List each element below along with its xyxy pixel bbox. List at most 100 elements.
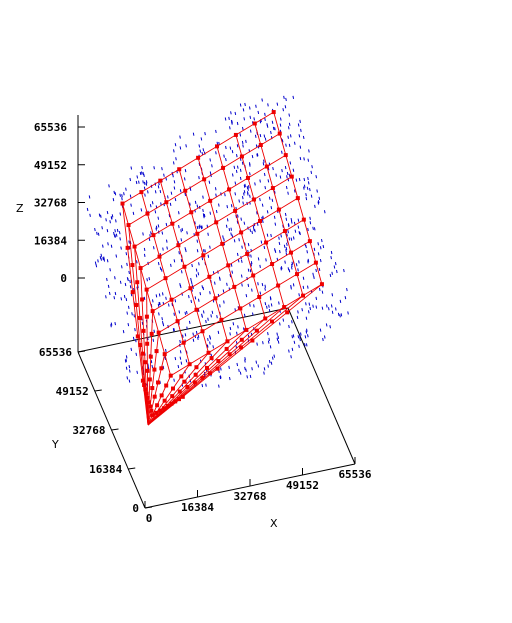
mesh-marker bbox=[157, 254, 162, 259]
sample-point bbox=[151, 364, 154, 369]
sample-point bbox=[108, 184, 110, 188]
sample-point bbox=[306, 328, 308, 332]
sample-point bbox=[263, 134, 266, 138]
sample-point bbox=[216, 141, 219, 145]
sample-point bbox=[303, 157, 305, 161]
mesh-marker bbox=[227, 187, 232, 192]
sample-point bbox=[287, 230, 289, 234]
sample-point bbox=[297, 310, 299, 314]
sample-point bbox=[173, 378, 175, 382]
sample-point bbox=[195, 268, 198, 272]
sample-point bbox=[254, 229, 256, 233]
sample-point bbox=[300, 128, 302, 132]
sample-point bbox=[143, 253, 146, 257]
mesh-marker bbox=[143, 360, 148, 365]
sample-point bbox=[215, 151, 217, 155]
sample-point bbox=[209, 158, 211, 162]
sample-point bbox=[128, 240, 130, 244]
mesh-marker bbox=[150, 413, 155, 418]
sample-point bbox=[286, 171, 289, 176]
sample-point bbox=[254, 182, 256, 186]
sample-point bbox=[161, 292, 164, 296]
sample-point bbox=[229, 146, 232, 150]
mesh-marker bbox=[187, 362, 192, 367]
sample-point bbox=[231, 270, 234, 274]
sample-point bbox=[114, 234, 117, 238]
sample-point bbox=[296, 315, 299, 320]
sample-point bbox=[170, 191, 173, 195]
sample-point bbox=[274, 222, 277, 226]
sample-point bbox=[283, 95, 285, 99]
sample-point bbox=[307, 260, 309, 264]
sample-point bbox=[159, 266, 162, 270]
sample-point bbox=[236, 121, 239, 126]
sample-point bbox=[270, 233, 272, 238]
mesh-marker bbox=[145, 211, 150, 216]
sample-point bbox=[261, 203, 264, 207]
sample-point bbox=[174, 197, 177, 202]
sample-point bbox=[307, 285, 309, 289]
sample-point bbox=[126, 376, 129, 380]
sample-point bbox=[115, 219, 117, 223]
sample-point bbox=[139, 171, 142, 176]
sample-point bbox=[303, 186, 305, 190]
sample-point bbox=[94, 261, 97, 265]
mesh-marker bbox=[227, 352, 232, 357]
sample-point bbox=[273, 190, 276, 194]
mesh-marker bbox=[177, 397, 182, 402]
sample-point bbox=[247, 187, 249, 191]
sample-point bbox=[287, 135, 289, 139]
sample-point bbox=[262, 219, 264, 224]
mesh-marker bbox=[193, 372, 198, 377]
y-tick bbox=[94, 389, 102, 392]
mesh-marker bbox=[276, 283, 281, 288]
mesh-marker bbox=[154, 410, 159, 415]
sample-point bbox=[285, 185, 288, 190]
sample-point bbox=[263, 159, 265, 163]
sample-point bbox=[309, 306, 312, 311]
sample-point bbox=[244, 359, 246, 363]
sample-point bbox=[289, 134, 292, 138]
mesh-marker bbox=[163, 276, 168, 281]
sample-point bbox=[237, 214, 239, 218]
mesh-marker bbox=[213, 296, 218, 301]
mesh-marker bbox=[181, 340, 186, 345]
sample-point bbox=[166, 246, 168, 250]
sample-point bbox=[129, 177, 132, 182]
sample-point bbox=[215, 193, 217, 197]
mesh-marker bbox=[149, 408, 154, 413]
sample-point bbox=[247, 283, 250, 287]
sample-point bbox=[309, 187, 311, 192]
sample-point bbox=[249, 303, 251, 307]
sample-point bbox=[114, 291, 117, 296]
sample-point bbox=[146, 278, 148, 282]
sample-point bbox=[285, 143, 287, 147]
sample-point bbox=[134, 328, 136, 332]
mesh-marker bbox=[301, 217, 306, 222]
sample-point bbox=[178, 251, 180, 255]
sample-point bbox=[299, 231, 301, 236]
mesh-marker bbox=[144, 391, 149, 396]
sample-point bbox=[242, 108, 245, 112]
sample-point bbox=[322, 244, 325, 249]
sample-point bbox=[239, 133, 242, 137]
mesh-marker bbox=[285, 310, 290, 315]
mesh-marker bbox=[185, 384, 190, 389]
sample-point bbox=[179, 189, 182, 193]
sample-point bbox=[280, 266, 283, 270]
sample-point bbox=[302, 276, 305, 280]
sample-point bbox=[161, 167, 163, 171]
sample-point bbox=[179, 350, 182, 354]
sample-point bbox=[103, 258, 106, 262]
sample-point bbox=[310, 170, 313, 175]
sample-point bbox=[200, 225, 203, 230]
sample-point bbox=[315, 305, 318, 309]
sample-point bbox=[251, 154, 254, 159]
sample-point bbox=[262, 341, 264, 345]
sample-point bbox=[299, 119, 301, 123]
sample-point bbox=[317, 200, 320, 204]
mesh-marker bbox=[250, 338, 255, 343]
sample-point bbox=[298, 177, 301, 182]
mesh-marker bbox=[282, 229, 287, 234]
sample-point bbox=[230, 232, 232, 236]
